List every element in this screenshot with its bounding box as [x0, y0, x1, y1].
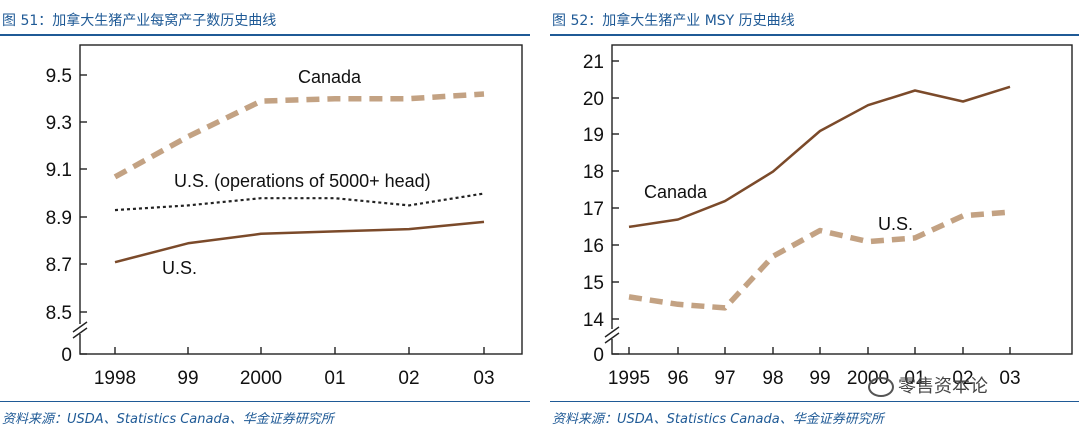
- chart-panel-litter-size: 图 51：加拿大生猪产业每窝产子数历史曲线 9.5 9.3 9.1 8.9 8.7 8.5…: [0, 0, 530, 437]
- x-tick-label: 2000: [240, 368, 282, 389]
- y-tick-label: 17: [583, 199, 604, 220]
- source-note: 资料来源：USDA、Statistics Canada、华金证券研究所: [2, 412, 334, 427]
- x-tick-label: 03: [473, 368, 494, 389]
- y-tick-label: 8.5: [46, 303, 72, 324]
- x-tick-label: 99: [177, 368, 198, 389]
- x-tick-label: 02: [398, 368, 419, 389]
- title-divider: [550, 34, 1079, 36]
- plot-frame: [79, 44, 523, 355]
- y-tick-label: 9.1: [46, 160, 72, 181]
- source-note: 资料来源：USDA、Statistics Canada、华金证券研究所: [552, 412, 884, 427]
- series-label: U.S.: [878, 214, 913, 234]
- axis-break-gap: [72, 324, 88, 334]
- x-tick-label: 97: [714, 368, 735, 389]
- series-label: Canada: [298, 67, 362, 87]
- y-tick-label: 8.9: [46, 208, 72, 229]
- y-tick-label: 18: [583, 162, 604, 183]
- x-tick-label: 02: [952, 368, 973, 389]
- series-line-u-s-operations-of-5000-head-: [114, 192, 485, 212]
- wechat-icon: [868, 377, 894, 397]
- title-divider: [0, 34, 530, 36]
- plot-frame: [611, 44, 1073, 355]
- axis-break-mark: [72, 321, 88, 333]
- y-tick-label: 0: [593, 345, 604, 366]
- figure-title: 图 52：加拿大生猪产业 MSY 历史曲线: [552, 13, 795, 29]
- y-tick-label: 0: [61, 345, 72, 366]
- axis-break-mark: [604, 326, 620, 338]
- axis-break-mark: [604, 332, 620, 344]
- series-label: Canada: [644, 182, 708, 202]
- figure-title: 图 51：加拿大生猪产业每窝产子数历史曲线: [2, 13, 277, 29]
- series-line-u-s-: [628, 209, 1011, 311]
- axis-break-gap: [604, 329, 620, 339]
- source-divider: [550, 401, 1079, 402]
- series-label: U.S.: [162, 258, 197, 278]
- y-tick-label: 8.7: [46, 255, 72, 276]
- x-tick-label: 99: [809, 368, 830, 389]
- y-tick-label: 14: [583, 310, 605, 331]
- series-label: U.S. (operations of 5000+ head): [174, 171, 431, 191]
- chart-panel-msy: 图 52：加拿大生猪产业 MSY 历史曲线 21 20 19 18 17 16 15 14 0 1…: [550, 0, 1079, 437]
- y-tick-label: 20: [583, 89, 604, 110]
- series-line-u-s-: [114, 220, 485, 264]
- y-tick-label: 9.5: [46, 66, 72, 87]
- x-tick-label: 03: [999, 368, 1020, 389]
- y-tick-label: 9.3: [46, 113, 72, 134]
- x-tick-label: 98: [762, 368, 783, 389]
- x-tick-label: 01: [324, 368, 345, 389]
- x-tick-label: 1995: [608, 368, 650, 389]
- axis-break-mark: [72, 327, 88, 339]
- x-tick-label: 01: [904, 368, 925, 389]
- x-tick-label: 1998: [94, 368, 136, 389]
- x-tick-label: 96: [667, 368, 688, 389]
- y-tick-label: 21: [583, 52, 604, 73]
- source-divider: [0, 401, 530, 402]
- y-tick-label: 15: [583, 273, 604, 294]
- watermark: 零售资本论: [868, 372, 988, 398]
- litter-size-chart: 9.5 9.3 9.1 8.9 8.7 8.5 0 1998 99 2000 01 02 03 Canad…: [46, 44, 523, 389]
- watermark-text: 零售资本论: [898, 376, 988, 397]
- series-line-canada: [113, 91, 485, 180]
- y-tick-label: 19: [583, 125, 604, 146]
- y-tick-label: 16: [583, 236, 604, 257]
- series-line-canada: [628, 85, 1011, 229]
